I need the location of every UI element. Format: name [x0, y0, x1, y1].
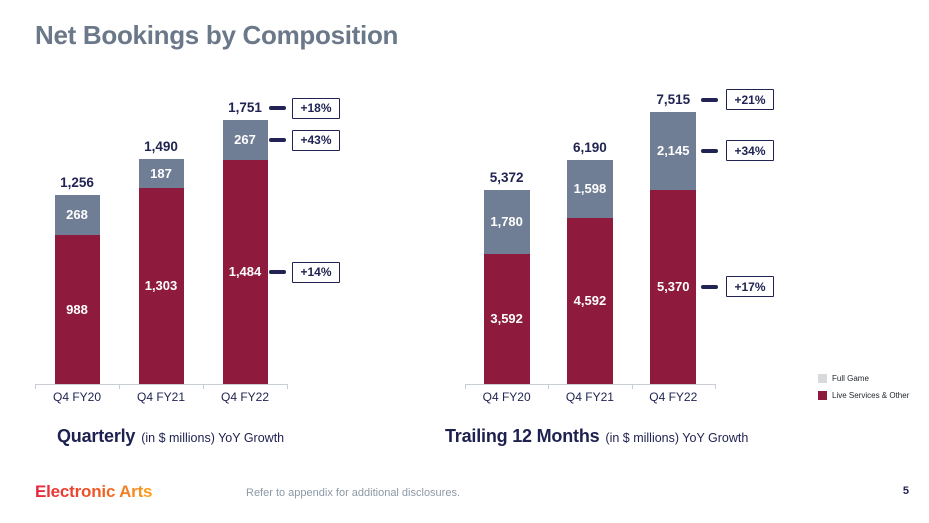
bar-segment-full-game	[483, 189, 530, 254]
x-axis	[465, 384, 715, 385]
category-label: Q4 FY21	[565, 390, 614, 404]
bar-segment-live-services-other	[483, 253, 530, 384]
growth-callout: +34%	[726, 140, 774, 162]
bar-segment-live-services-other	[566, 217, 613, 384]
category-label: Q4 FY22	[220, 390, 270, 404]
callout-dash	[269, 138, 286, 143]
bar-segment-live-services-other	[650, 189, 697, 384]
callout-dash	[701, 148, 718, 153]
page-title: Net Bookings by Composition	[35, 20, 399, 50]
callout-dash	[701, 97, 718, 102]
bar-segment-value: 268	[66, 206, 88, 222]
chart-ttm-caption-title: Trailing 12 Months	[445, 426, 600, 446]
x-axis-tick	[714, 384, 716, 389]
bar-total-value: 7,515	[656, 91, 691, 107]
callout-dash	[701, 284, 718, 289]
bar-segment-value: 1,598	[573, 180, 607, 196]
bar-segment-value: 988	[66, 301, 88, 317]
page-number: 5	[902, 485, 909, 497]
legend-item-label: Full Game	[832, 374, 869, 383]
chart-quarterly-caption: Quarterly (in $ millions) YoY Growth	[57, 426, 284, 447]
chart-quarterly-caption-title: Quarterly	[57, 426, 136, 446]
growth-callout: +18%	[292, 97, 340, 119]
legend-item-full-game: Full Game	[818, 374, 909, 383]
bar-segment-full-game	[138, 159, 184, 188]
bar-total-value: 6,190	[573, 139, 607, 155]
bar-segment-value: 1,484	[228, 264, 262, 280]
legend-item-live-services: Live Services & Other	[818, 391, 909, 400]
bar-segment-live-services-other	[222, 160, 268, 384]
bar-segment-full-game	[566, 159, 613, 218]
category-label: Q4 FY20	[482, 390, 531, 404]
bar-segment-value: 1,780	[490, 213, 523, 229]
bar-segment-value: 187	[150, 165, 172, 181]
bar-segment-value: 3,592	[490, 310, 523, 326]
growth-callout: +17%	[726, 276, 774, 298]
x-axis-tick	[548, 384, 550, 389]
x-axis-tick	[203, 384, 204, 389]
category-label: Q4 FY21	[136, 390, 186, 404]
legend-item-label: Live Services & Other	[832, 391, 910, 400]
bar-segment-full-game	[222, 120, 268, 161]
bar-segment-value: 4,592	[573, 292, 607, 308]
legend: Full Game Live Services & Other	[818, 374, 909, 408]
callout-dash	[269, 270, 286, 275]
full-game-swatch-icon	[818, 374, 827, 383]
bar-segment-value: 5,370	[656, 278, 690, 294]
bar-segment-value: 2,145	[656, 142, 690, 158]
footer-disclosure-note: Refer to appendix for additional disclos…	[246, 487, 461, 499]
category-label: Q4 FY20	[52, 390, 102, 404]
bar-segment-live-services-other	[54, 235, 100, 384]
bar-segment-value: 1,303	[144, 277, 178, 293]
bar-total-value: 1,256	[60, 174, 94, 190]
live-services-swatch-icon	[818, 391, 827, 400]
chart-quarterly-caption-subtitle: (in $ millions) YoY Growth	[141, 431, 285, 445]
chart-ttm-caption-subtitle: (in $ millions) YoY Growth	[605, 431, 749, 445]
x-axis	[35, 384, 287, 385]
callout-dash	[269, 106, 286, 111]
growth-callout: +43%	[292, 129, 340, 151]
x-axis-tick	[287, 384, 288, 389]
category-label: Q4 FY22	[649, 390, 698, 404]
bar-segment-live-services-other	[138, 187, 184, 384]
growth-callout: +14%	[292, 261, 340, 283]
bar-segment-full-game	[650, 111, 697, 190]
x-axis-tick	[119, 384, 120, 389]
bar-total-value: 1,751	[228, 100, 262, 116]
x-axis-tick	[35, 384, 36, 389]
bar-total-value: 1,490	[144, 139, 178, 155]
bar-segment-value: 267	[234, 132, 256, 148]
growth-callout: +21%	[726, 89, 774, 111]
chart-ttm-caption: Trailing 12 Months (in $ millions) YoY G…	[445, 426, 748, 447]
bar-total-value: 5,372	[489, 169, 524, 185]
x-axis-tick	[631, 384, 633, 389]
x-axis-tick	[465, 384, 466, 389]
bar-segment-full-game	[54, 194, 100, 236]
electronic-arts-logo: Electronic Arts	[35, 482, 153, 501]
